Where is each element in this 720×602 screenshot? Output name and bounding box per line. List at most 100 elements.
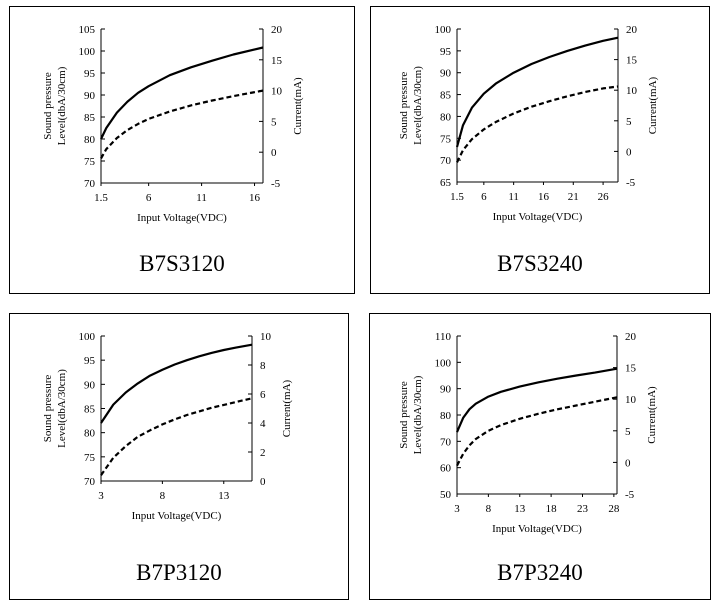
y2-tick-label: 10 — [625, 394, 637, 406]
y2-tick-label: -5 — [271, 178, 281, 190]
y2-tick-label: 10 — [260, 331, 272, 343]
series-line-sound-pressure — [100, 46, 264, 140]
y2-axis-label: Current(mA) — [646, 386, 658, 444]
y-tick-label: 80 — [84, 134, 96, 146]
y2-tick-label: 0 — [626, 146, 632, 158]
x-tick-label: 26 — [598, 191, 610, 203]
chart-caption: B7P3120 — [136, 560, 222, 585]
chart-svg-b7p3240: 50 60 70 80 90 100 110 -5 0 5 10 15 20 3 8 13 18 23 28 Inpu… — [398, 331, 658, 535]
y-tick-label: 70 — [440, 436, 452, 448]
y-tick-label: 85 — [440, 90, 452, 102]
chart-panel-b7p3240: 50 60 70 80 90 100 110 -5 0 5 10 15 20 3 8 13 18 23 28 Inpu… — [369, 313, 711, 600]
y-axis-label-line: Level(dbA/30cm) — [412, 375, 424, 454]
y2-tick-label: 8 — [260, 360, 266, 372]
y-axis-label-line: Level(dbA/30cm) — [56, 369, 68, 448]
y-axis-label: Sound pressure Level(dbA/30cm) — [398, 66, 424, 145]
x-tick-label: 13 — [218, 490, 230, 502]
x-axis-label: Input Voltage(VDC) — [493, 211, 583, 223]
y-axis-label-line: Sound pressure — [42, 375, 54, 443]
series-line-current — [100, 89, 264, 159]
y-tick-label: 80 — [440, 410, 452, 422]
y-tick-label: 100 — [79, 331, 96, 343]
y2-tick-label: 5 — [625, 426, 631, 438]
chart-svg-b7s3120: 70 75 80 85 90 95 100 105 -5 0 5 10 15 20 1.5 6 11 16 Inpu… — [42, 24, 304, 224]
series-line-sound-pressure — [455, 367, 618, 433]
y2-axis-label: Current(mA) — [647, 76, 659, 134]
y2-axis-label: Current(mA) — [292, 77, 304, 135]
y-tick-label: 95 — [84, 355, 96, 367]
x-tick-label: 6 — [481, 191, 487, 203]
y-axis-label: Sound pressure Level(dbA/30cm) — [42, 369, 68, 448]
x-axis-label: Input Voltage(VDC) — [137, 212, 227, 224]
y-axis-label: Sound pressure Level(dbA/30cm) — [398, 375, 424, 454]
series-line-current — [456, 396, 618, 467]
y-axis-label-line: Level(dbA/30cm) — [412, 66, 424, 145]
y2-tick-label: 0 — [625, 457, 631, 469]
y2-tick-label: 10 — [271, 86, 283, 98]
x-tick-label: 23 — [577, 503, 589, 515]
y-axis-label-line: Level(dbA/30cm) — [56, 66, 68, 145]
y2-tick-label: 15 — [271, 55, 283, 67]
y-axis-label-line: Sound pressure — [398, 381, 410, 449]
y-tick-label: 65 — [440, 177, 452, 189]
y2-tick-label: 6 — [260, 389, 266, 401]
y2-tick-label: 5 — [626, 116, 632, 128]
chart-svg-b7s3240: 65 70 75 80 85 90 95 100 -5 0 5 10 15 20 1.5 6 11 16 21 26 I… — [398, 24, 659, 223]
y-tick-label: 50 — [440, 489, 452, 501]
y-tick-label: 70 — [440, 155, 452, 167]
y2-tick-label: 10 — [626, 85, 638, 97]
y-tick-label: 105 — [79, 24, 96, 36]
y2-tick-label: 20 — [626, 24, 638, 36]
chart-caption: B7S3240 — [497, 251, 583, 276]
x-tick-label: 8 — [160, 490, 166, 502]
series-line-sound-pressure — [455, 36, 619, 148]
x-tick-label: 8 — [486, 503, 492, 515]
y-tick-label: 85 — [84, 112, 96, 124]
y2-axis-label: Current(mA) — [281, 379, 293, 437]
y-tick-label: 90 — [440, 68, 452, 80]
y-tick-label: 95 — [440, 46, 452, 58]
y-tick-label: 60 — [440, 463, 452, 475]
y-tick-label: 75 — [440, 133, 452, 145]
y-tick-label: 75 — [84, 156, 96, 168]
x-tick-label: 16 — [249, 192, 261, 204]
chart-caption: B7P3240 — [497, 560, 583, 585]
y-tick-label: 70 — [84, 476, 96, 488]
series-line-current — [456, 85, 619, 163]
y-tick-label: 90 — [84, 379, 96, 391]
x-tick-label: 18 — [546, 503, 558, 515]
series-line-sound-pressure — [100, 343, 253, 424]
y2-tick-label: 0 — [260, 476, 266, 488]
y-tick-label: 85 — [84, 404, 96, 416]
y2-tick-label: 20 — [271, 24, 283, 36]
y-axis-label-line: Sound pressure — [398, 72, 410, 140]
y2-tick-label: 15 — [626, 55, 638, 67]
chart-panel-b7p3120: 70 75 80 85 90 95 100 0 2 4 6 8 10 3 8 13 Input Voltage(… — [9, 313, 349, 600]
x-tick-label: 16 — [538, 191, 550, 203]
y2-tick-label: 0 — [271, 147, 277, 159]
y-tick-label: 75 — [84, 452, 96, 464]
y-tick-label: 100 — [435, 24, 452, 36]
y-axis-label: Sound pressure Level(dbA/30cm) — [42, 66, 68, 145]
x-axis-label: Input Voltage(VDC) — [132, 510, 222, 522]
chart-panel-b7s3120: 70 75 80 85 90 95 100 105 -5 0 5 10 15 20 1.5 6 11 16 Inpu… — [9, 6, 355, 294]
y-tick-label: 80 — [84, 428, 96, 440]
y-tick-label: 80 — [440, 111, 452, 123]
y-axis-label-line: Sound pressure — [42, 72, 54, 140]
x-tick-label: 11 — [196, 192, 207, 204]
y-tick-label: 95 — [84, 68, 96, 80]
x-tick-label: 28 — [608, 503, 620, 515]
chart-caption: B7S3120 — [139, 251, 225, 276]
y2-tick-label: 20 — [625, 331, 637, 343]
x-tick-label: 1.5 — [450, 191, 464, 203]
y-tick-label: 110 — [435, 331, 452, 343]
y-tick-label: 70 — [84, 178, 96, 190]
y-tick-label: 90 — [84, 90, 96, 102]
y2-tick-label: 2 — [260, 447, 266, 459]
x-tick-label: 1.5 — [94, 192, 108, 204]
x-tick-label: 3 — [98, 490, 104, 502]
y2-tick-label: 4 — [260, 418, 266, 430]
y2-tick-label: 15 — [625, 363, 637, 375]
x-tick-label: 3 — [454, 503, 460, 515]
x-tick-label: 11 — [508, 191, 519, 203]
